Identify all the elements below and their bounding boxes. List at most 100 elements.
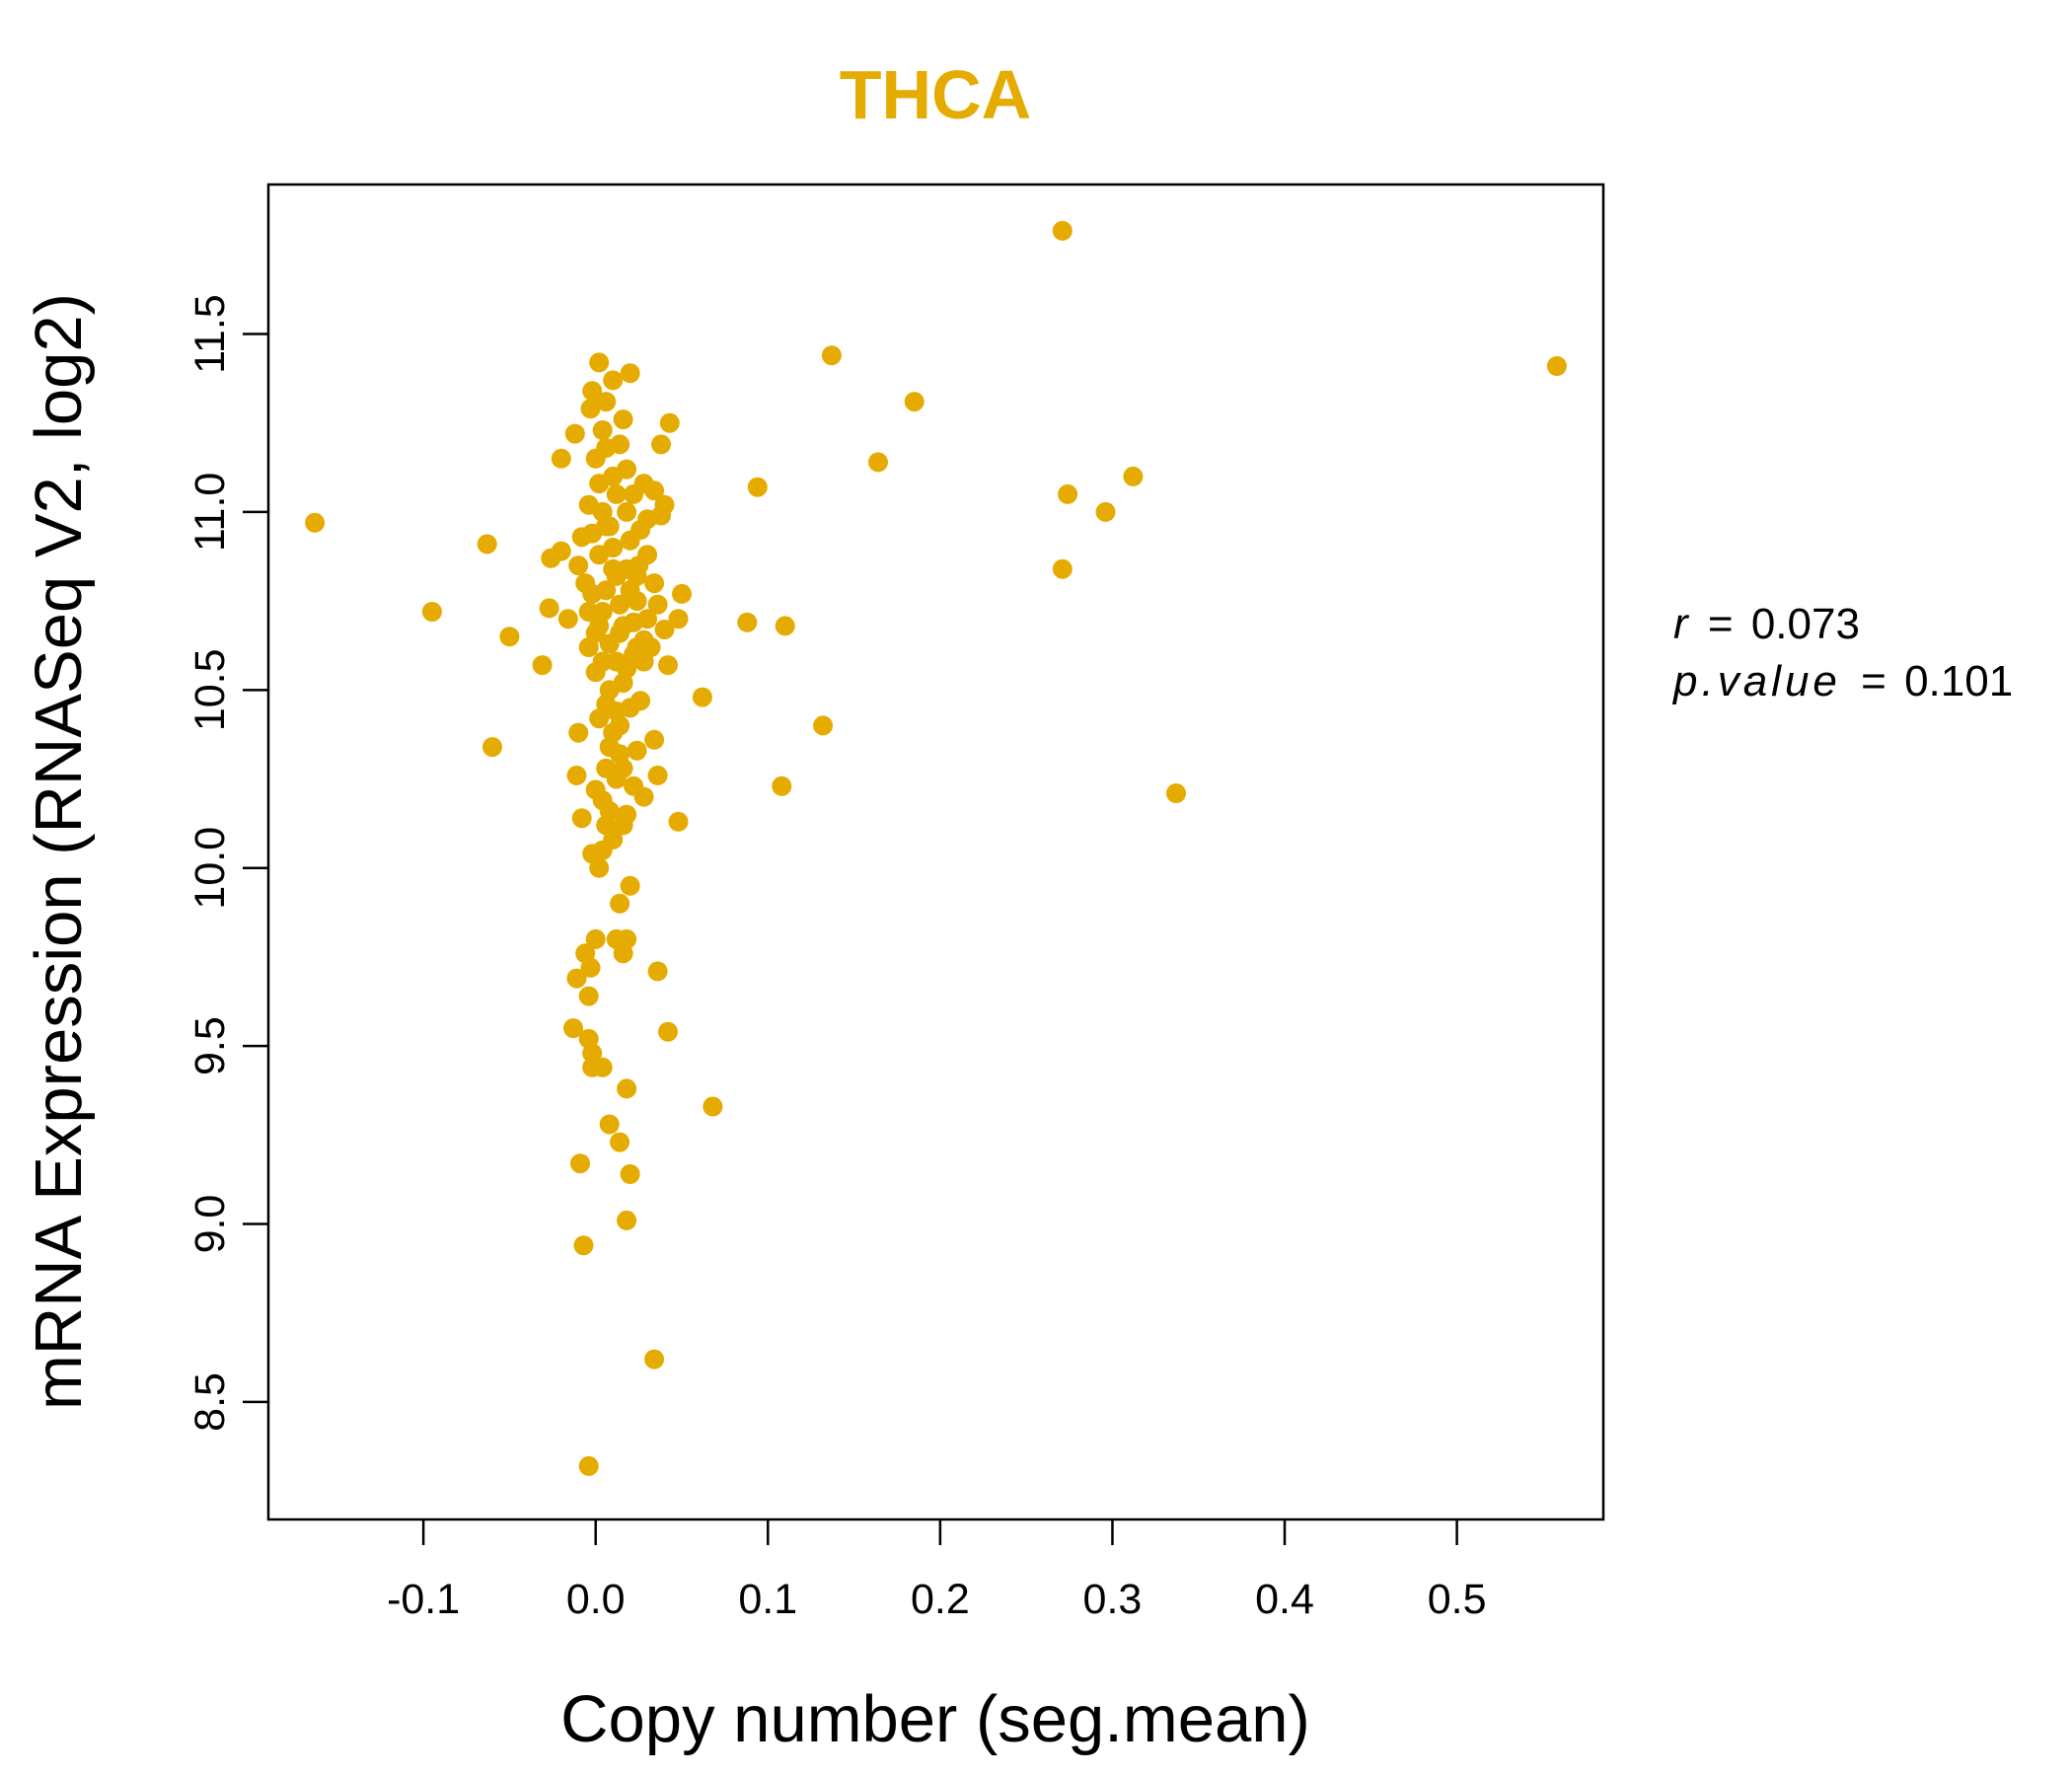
data-point — [737, 612, 758, 632]
data-point — [1052, 558, 1073, 579]
y-tick-label: 11.5 — [186, 294, 234, 374]
data-point — [592, 420, 613, 440]
data-point — [658, 655, 678, 676]
data-point — [551, 448, 571, 469]
data-point — [613, 758, 633, 778]
x-tick-label: 0.5 — [1428, 1576, 1487, 1623]
data-point — [668, 609, 689, 629]
data-point — [821, 345, 842, 366]
x-tick-label: 0.2 — [911, 1576, 970, 1623]
x-tick-label: 0.0 — [566, 1576, 626, 1623]
data-point — [610, 1132, 630, 1152]
data-point — [692, 687, 712, 707]
x-axis-title: Copy number (seg.mean) — [560, 1682, 1310, 1756]
data-point — [627, 565, 647, 586]
data-point — [703, 1096, 723, 1117]
data-point — [589, 352, 610, 373]
data-point — [578, 1455, 599, 1476]
data-point — [610, 594, 630, 615]
data-point — [620, 875, 640, 896]
data-point — [620, 363, 640, 384]
data-point — [568, 555, 589, 576]
chart-title: THCA — [840, 56, 1031, 133]
data-point — [654, 620, 675, 639]
y-tick-label: 11.0 — [186, 473, 234, 553]
x-tick-label: 0.1 — [738, 1576, 797, 1623]
data-point — [627, 740, 647, 761]
data-point — [775, 616, 795, 636]
y-tick-label: 8.5 — [186, 1372, 234, 1432]
data-point — [1123, 466, 1144, 486]
data-point — [624, 644, 644, 665]
data-point — [617, 804, 637, 825]
data-point — [603, 466, 624, 486]
data-point — [421, 602, 442, 622]
data-point — [603, 558, 624, 579]
r-value: 0.073 — [1751, 600, 1860, 648]
data-point — [637, 545, 658, 565]
data-point — [603, 538, 624, 557]
data-point — [578, 986, 599, 1006]
data-point — [589, 708, 610, 729]
svg-text:p.value = 0.101: p.value = 0.101 — [1671, 657, 2013, 705]
data-point — [617, 501, 637, 522]
data-point — [617, 1078, 637, 1099]
y-axis-title: mRNA Expression (RNASeq V2, log2) — [22, 293, 96, 1410]
data-point — [647, 594, 668, 615]
data-point — [551, 541, 571, 561]
data-point — [570, 1153, 590, 1174]
data-point — [599, 1114, 620, 1135]
data-point — [564, 423, 585, 444]
x-tick-label: 0.4 — [1255, 1576, 1314, 1623]
r-label: r — [1673, 600, 1690, 648]
data-point — [596, 815, 617, 836]
data-point — [630, 520, 651, 540]
y-tick-label: 9.5 — [186, 1016, 234, 1075]
data-point — [599, 737, 620, 758]
data-point — [592, 840, 613, 860]
data-point — [1546, 356, 1567, 376]
data-point — [1058, 483, 1078, 504]
correlation-stats: r = 0.073 p.value = 0.101 — [1671, 600, 2013, 705]
data-point — [585, 928, 606, 949]
data-point — [644, 729, 665, 750]
data-point — [563, 1018, 583, 1039]
data-point — [647, 765, 668, 785]
data-point — [637, 609, 658, 629]
data-point — [606, 483, 627, 504]
data-point — [578, 602, 599, 622]
data-point — [482, 737, 502, 758]
data-point — [668, 811, 689, 832]
plot-frame — [266, 183, 1605, 1521]
data-point — [596, 580, 617, 601]
data-point — [557, 609, 578, 629]
y-tick-label: 9.0 — [186, 1195, 234, 1254]
y-axis: 8.5 9.0 9.5 10.0 10.5 11.0 11.5 — [186, 294, 268, 1432]
data-point — [582, 1043, 603, 1064]
data-point — [596, 516, 617, 537]
data-point — [532, 655, 553, 676]
data-point — [672, 583, 692, 604]
p-value: 0.101 — [1904, 657, 2013, 705]
data-point — [620, 698, 640, 718]
svg-text:r = 0.073: r = 0.073 — [1673, 600, 1860, 648]
data-point — [624, 776, 644, 796]
data-point — [539, 598, 559, 619]
data-point — [620, 1164, 640, 1184]
data-point — [599, 680, 620, 701]
data-point — [580, 957, 601, 978]
x-tick-label: -0.1 — [387, 1576, 460, 1623]
data-point — [904, 392, 925, 412]
data-point — [305, 512, 326, 533]
data-point — [596, 438, 617, 458]
data-point — [624, 483, 644, 504]
p-equals: = — [1861, 657, 1887, 705]
data-point — [1052, 220, 1073, 241]
data-point — [585, 779, 606, 800]
data-point — [610, 715, 630, 736]
p-label: p.value — [1671, 657, 1841, 705]
data-point — [651, 434, 671, 455]
data-point — [566, 968, 587, 989]
data-point — [592, 651, 613, 672]
